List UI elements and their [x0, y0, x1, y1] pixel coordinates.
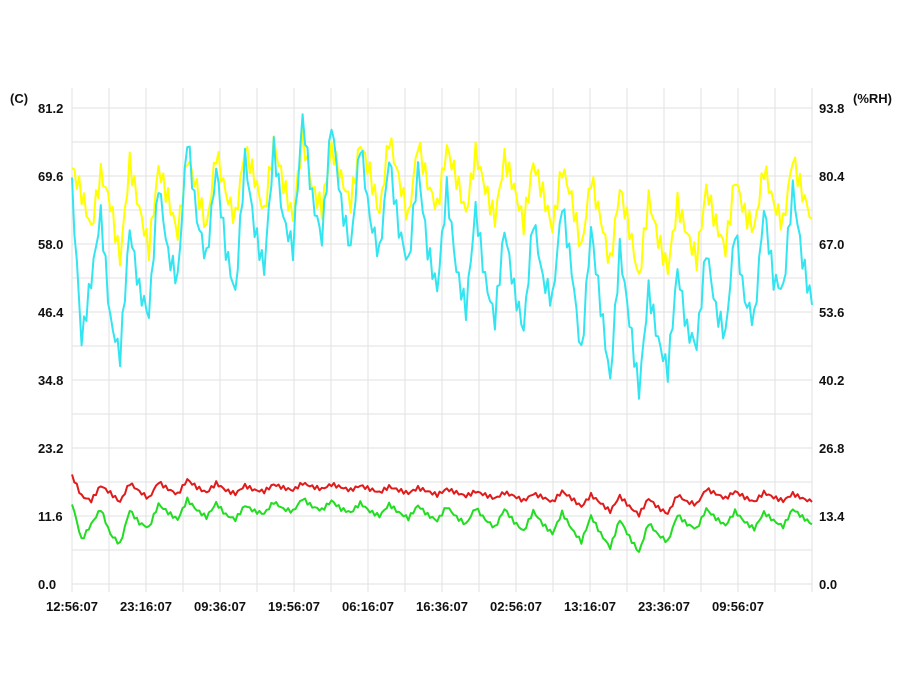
series-line-temperature-red: [71, 474, 813, 518]
series-group: [71, 113, 813, 553]
left-tick-label: 34.8: [38, 373, 63, 388]
left-tick-label: 23.2: [38, 441, 63, 456]
left-tick-label: 58.0: [38, 237, 63, 252]
left-tick-label: 81.2: [38, 101, 63, 116]
left-tick-label: 46.4: [38, 305, 64, 320]
x-axis-ticks: 12:56:07 23:16:07 09:36:07 19:56:07 06:16:07…: [46, 599, 764, 614]
right-tick-label: 67.0: [819, 237, 844, 252]
x-tick-label: 23:16:07: [120, 599, 172, 614]
left-tick-label: 69.6: [38, 169, 63, 184]
right-tick-label: 53.6: [819, 305, 844, 320]
x-tick-label: 09:36:07: [194, 599, 246, 614]
right-tick-label: 0.0: [819, 577, 837, 592]
x-tick-label: 09:56:07: [712, 599, 764, 614]
left-axis-unit: (C): [10, 91, 28, 106]
right-axis-unit: (%RH): [853, 91, 892, 106]
right-tick-label: 26.8: [819, 441, 844, 456]
series-line-humidity-yellow: [71, 125, 813, 276]
left-tick-label: 0.0: [38, 577, 56, 592]
x-tick-label: 16:36:07: [416, 599, 468, 614]
x-tick-label: 06:16:07: [342, 599, 394, 614]
right-tick-label: 13.4: [819, 509, 845, 524]
x-tick-label: 12:56:07: [46, 599, 98, 614]
right-tick-label: 40.2: [819, 373, 844, 388]
x-tick-label: 19:56:07: [268, 599, 320, 614]
x-tick-label: 23:36:07: [638, 599, 690, 614]
series-line-humidity-cyan: [71, 113, 813, 400]
series-line-temperature-green: [71, 496, 813, 553]
x-tick-label: 02:56:07: [490, 599, 542, 614]
left-tick-label: 11.6: [38, 509, 63, 524]
left-axis-ticks: 81.2 69.6 58.0 46.4 34.8 23.2 11.6 0.0: [38, 101, 64, 592]
right-axis-ticks: 93.8 80.4 67.0 53.6 40.2 26.8 13.4 0.0: [819, 101, 845, 592]
x-tick-label: 13:16:07: [564, 599, 616, 614]
right-tick-label: 80.4: [819, 169, 845, 184]
right-tick-label: 93.8: [819, 101, 844, 116]
